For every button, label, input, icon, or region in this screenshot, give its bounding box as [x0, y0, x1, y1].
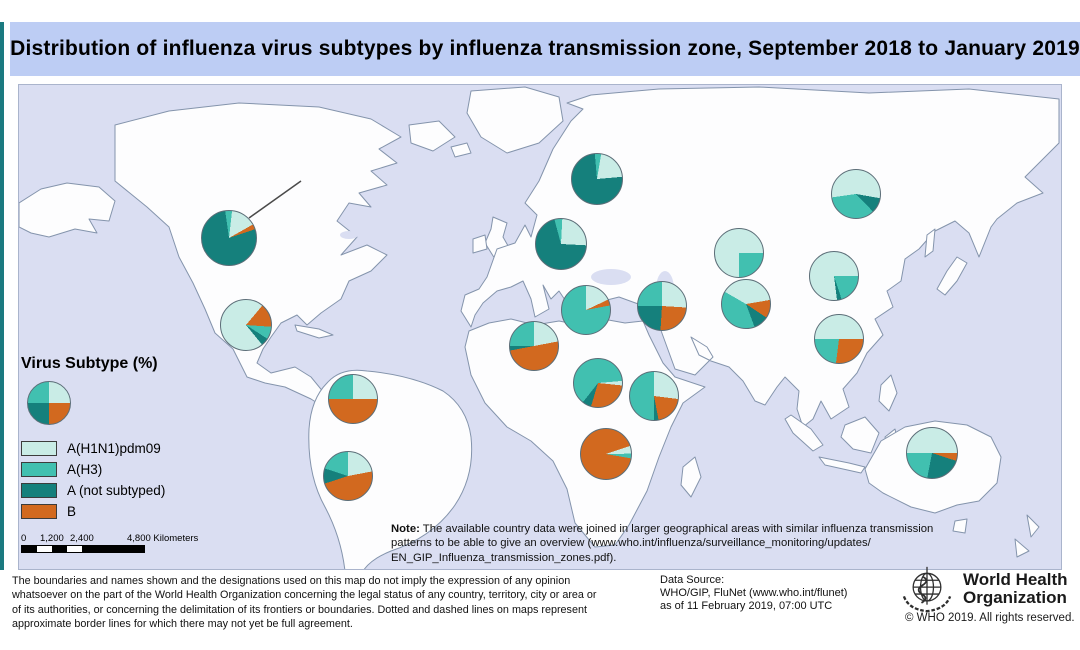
data-source-line1: Data Source: [660, 574, 725, 586]
pie-western-europe [535, 218, 587, 270]
data-source-line2: WHO/GIP, FluNet (www.who.int/flunet) [660, 587, 848, 600]
scale-segment [22, 546, 37, 552]
legend-label-h1n1: A(H1N1)pdm09 [67, 440, 161, 456]
data-source: Data Source: WHO/GIP, FluNet (www.who.in… [660, 574, 880, 614]
land-arctic-island [408, 120, 456, 152]
scale-segment [37, 546, 52, 552]
legend-title: Virus Subtype (%) [21, 355, 158, 372]
pie-northern-africa [561, 285, 611, 335]
legend-label-a-not-subtyped: A (not subtyped) [67, 482, 166, 498]
pie-eastern-africa [629, 371, 679, 421]
pie-legend-sample [27, 381, 71, 425]
page-edge-strip [0, 22, 4, 570]
legend-item-a-not-subtyped: A (not subtyped) [21, 482, 165, 498]
scale-segment [82, 546, 144, 552]
leader-line-north-america [248, 180, 302, 219]
land-iceland [450, 142, 472, 158]
pie-south-east-asia [814, 314, 864, 364]
legend-item-h1n1: A(H1N1)pdm09 [21, 440, 165, 456]
legend-swatch-h3 [21, 461, 57, 477]
pie-southern-africa [580, 428, 632, 480]
land-philippines [878, 374, 898, 412]
scale-tick-0: 0 [21, 533, 27, 544]
note-label: Note: [391, 523, 420, 535]
legend-label-b: B [67, 503, 77, 519]
who-name-line2: Organization [963, 587, 1067, 607]
land-madagascar [680, 456, 702, 498]
land-borneo [840, 416, 880, 454]
title-band: Distribution of influenza virus subtypes… [10, 22, 1080, 76]
scale-bar: 0 1,200 2,400 4,800 Kilometers [21, 533, 231, 553]
scale-tick-2400: 2,400 [70, 533, 94, 544]
legend-item-b: B [21, 503, 165, 519]
black-sea [591, 269, 631, 285]
scale-segment [67, 546, 82, 552]
land-java [818, 456, 866, 474]
legend-items: A(H1N1)pdm09 A(H3) A (not subtyped) B [21, 440, 165, 524]
who-emblem-icon [902, 566, 952, 613]
pie-northern-asia [831, 169, 881, 219]
map-note: Note: The available country data were jo… [391, 522, 947, 565]
who-wordmark: World Health Organization [963, 571, 1068, 607]
land-caribbean [294, 324, 334, 339]
pie-middle-africa [573, 358, 623, 408]
pie-western-africa [509, 321, 559, 371]
pie-temperate-south-america [323, 451, 373, 501]
pie-central-america-caribbean [220, 299, 272, 351]
page-title: Distribution of influenza virus subtypes… [10, 37, 1080, 60]
legend-swatch-h1n1 [21, 440, 57, 456]
note-text: The available country data were joined i… [391, 523, 934, 564]
pie-southern-asia [721, 279, 771, 329]
great-lakes [340, 231, 358, 239]
who-name-line1: World Health [963, 570, 1068, 589]
pie-eastern-mediterranean [637, 281, 687, 331]
pie-central-asia [714, 228, 764, 278]
pie-eastern-asia [809, 251, 859, 301]
pie-north-america [201, 210, 257, 266]
land-tasmania [952, 518, 968, 534]
land-new-zealand-north [1026, 514, 1040, 538]
land-ireland [472, 234, 488, 254]
land-greenland [466, 86, 564, 154]
land-alaska [19, 182, 116, 238]
pie-tropical-south-america [328, 374, 378, 424]
pie-northern-europe [571, 153, 623, 205]
pie-oceania [906, 427, 958, 479]
scale-bar-graphic [21, 545, 145, 553]
land-sumatra [784, 414, 824, 452]
scale-segment [52, 546, 67, 552]
legend-item-h3: A(H3) [21, 461, 165, 477]
legend-label-h3: A(H3) [67, 461, 103, 477]
legend-swatch-a-not-subtyped [21, 482, 57, 498]
land-sakhalin [924, 228, 936, 258]
scale-tick-4800: 4,800 Kilometers [127, 533, 199, 544]
land-new-zealand-south [1014, 538, 1030, 558]
data-source-line3: as of 11 February 2019, 07:00 UTC [660, 600, 833, 613]
legend: Virus Subtype (%) A(H1N1)pdm09 A(H3) A (… [21, 355, 251, 519]
land-japan [936, 256, 968, 296]
boundaries-disclaimer: The boundaries and names shown and the d… [12, 575, 597, 630]
who-copyright: © WHO 2019. All rights reserved. [905, 612, 1075, 624]
scale-bar-labels: 0 1,200 2,400 4,800 Kilometers [21, 533, 231, 545]
scale-tick-1200: 1,200 [40, 533, 64, 544]
world-map: Virus Subtype (%) A(H1N1)pdm09 A(H3) A (… [18, 84, 1062, 570]
legend-swatch-b [21, 503, 57, 519]
